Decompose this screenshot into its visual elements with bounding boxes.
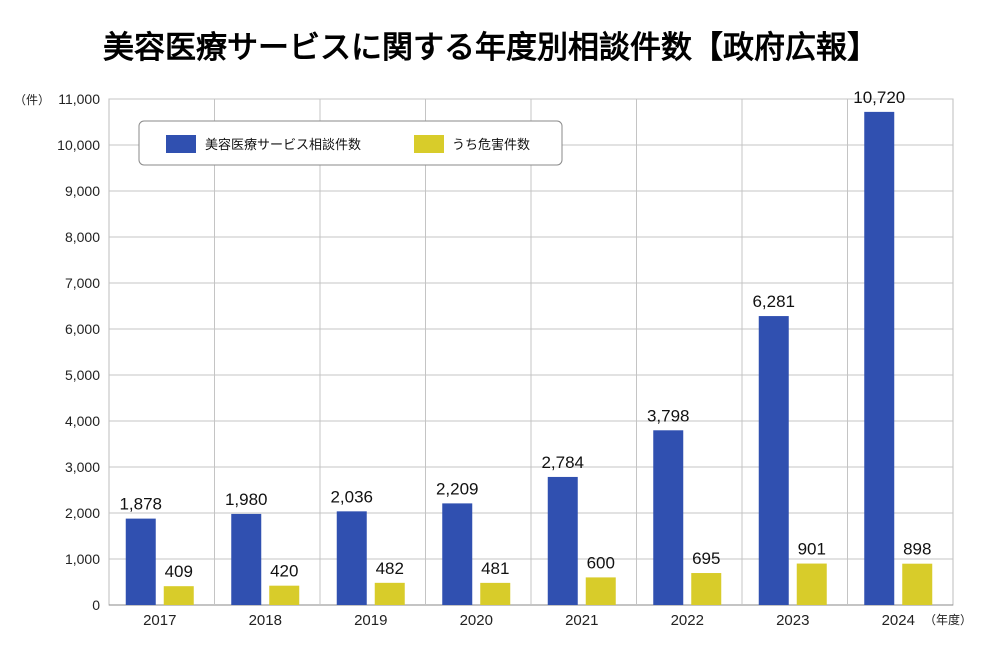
y-tick-label: 5,000 bbox=[65, 367, 100, 383]
chart-title: 美容医療サービスに関する年度別相談件数【政府広報】 bbox=[103, 30, 878, 66]
consultations-bar bbox=[231, 513, 262, 605]
consultations-label: 2,209 bbox=[436, 479, 479, 498]
legend-label-consultations: 美容医療サービス相談件数 bbox=[205, 137, 361, 153]
data-labels: 1,878 409 1,980 420 2,036 482 2,209 481 2,784 600… bbox=[119, 88, 931, 581]
harm-bar bbox=[691, 573, 722, 605]
legend-label-harm: うち危害件数 bbox=[452, 137, 530, 153]
y-tick-label: 9,000 bbox=[65, 183, 100, 199]
harm-bar bbox=[585, 577, 616, 605]
y-tick-label: 6,000 bbox=[65, 321, 100, 337]
harm-bar bbox=[269, 585, 300, 605]
consultations-label: 2,784 bbox=[541, 453, 584, 472]
x-tick-label: 2020 bbox=[460, 612, 493, 629]
harm-label: 898 bbox=[903, 540, 931, 559]
consultations-label: 10,720 bbox=[853, 88, 905, 107]
x-tick-label: 2018 bbox=[249, 612, 282, 629]
x-tick-label: 2022 bbox=[671, 612, 704, 629]
consultations-bar bbox=[336, 511, 367, 605]
legend: 美容医療サービス相談件数 うち危害件数 bbox=[138, 120, 563, 166]
consultations-bar bbox=[864, 111, 895, 605]
x-tick-label: 2019 bbox=[354, 612, 387, 629]
consultations-label: 2,036 bbox=[330, 487, 373, 506]
x-axis-ticks: 2017 2018 2019 2020 2021 2022 2023 2024 bbox=[143, 612, 915, 629]
y-unit-label: （件） bbox=[14, 93, 50, 107]
harm-bar bbox=[796, 563, 827, 605]
y-axis-ticks: 0 1,000 2,000 3,000 4,000 5,000 6,000 7,000 8,00… bbox=[57, 91, 100, 613]
x-tick-label: 2023 bbox=[776, 612, 809, 629]
x-unit-label: （年度） bbox=[924, 612, 972, 627]
consultations-label: 3,798 bbox=[647, 406, 690, 425]
y-tick-label: 0 bbox=[92, 597, 100, 613]
legend-swatch-consultations bbox=[166, 135, 196, 153]
consultations-bar bbox=[758, 316, 789, 605]
consultations-bar bbox=[653, 430, 684, 605]
y-tick-label: 8,000 bbox=[65, 229, 100, 245]
consultations-label: 6,281 bbox=[752, 292, 795, 311]
harm-bar bbox=[374, 582, 405, 605]
harm-bar bbox=[480, 582, 511, 605]
consultations-label: 1,980 bbox=[225, 490, 268, 509]
y-tick-label: 2,000 bbox=[65, 505, 100, 521]
y-tick-label: 1,000 bbox=[65, 551, 100, 567]
harm-label: 420 bbox=[270, 562, 298, 581]
legend-frame bbox=[138, 120, 563, 166]
consultations-bar bbox=[125, 518, 156, 605]
consultations-bar bbox=[442, 503, 473, 605]
consultations-label: 1,878 bbox=[119, 495, 162, 514]
y-tick-label: 10,000 bbox=[57, 137, 100, 153]
harm-label: 482 bbox=[376, 559, 404, 578]
x-tick-label: 2017 bbox=[143, 612, 176, 629]
harm-label: 901 bbox=[798, 540, 826, 559]
bars bbox=[125, 111, 933, 605]
harm-label: 600 bbox=[587, 553, 615, 572]
x-tick-label: 2021 bbox=[565, 612, 598, 629]
harm-bar bbox=[163, 586, 194, 605]
harm-label: 481 bbox=[481, 559, 509, 578]
harm-label: 409 bbox=[165, 562, 193, 581]
consultations-bar bbox=[547, 476, 578, 605]
y-tick-label: 11,000 bbox=[58, 91, 100, 107]
x-tick-label: 2024 bbox=[882, 612, 915, 629]
harm-bar bbox=[902, 563, 933, 605]
y-tick-label: 7,000 bbox=[65, 275, 100, 291]
legend-swatch-harm bbox=[414, 135, 444, 153]
harm-label: 695 bbox=[692, 549, 720, 568]
y-tick-label: 4,000 bbox=[65, 413, 100, 429]
y-tick-label: 3,000 bbox=[65, 459, 100, 475]
